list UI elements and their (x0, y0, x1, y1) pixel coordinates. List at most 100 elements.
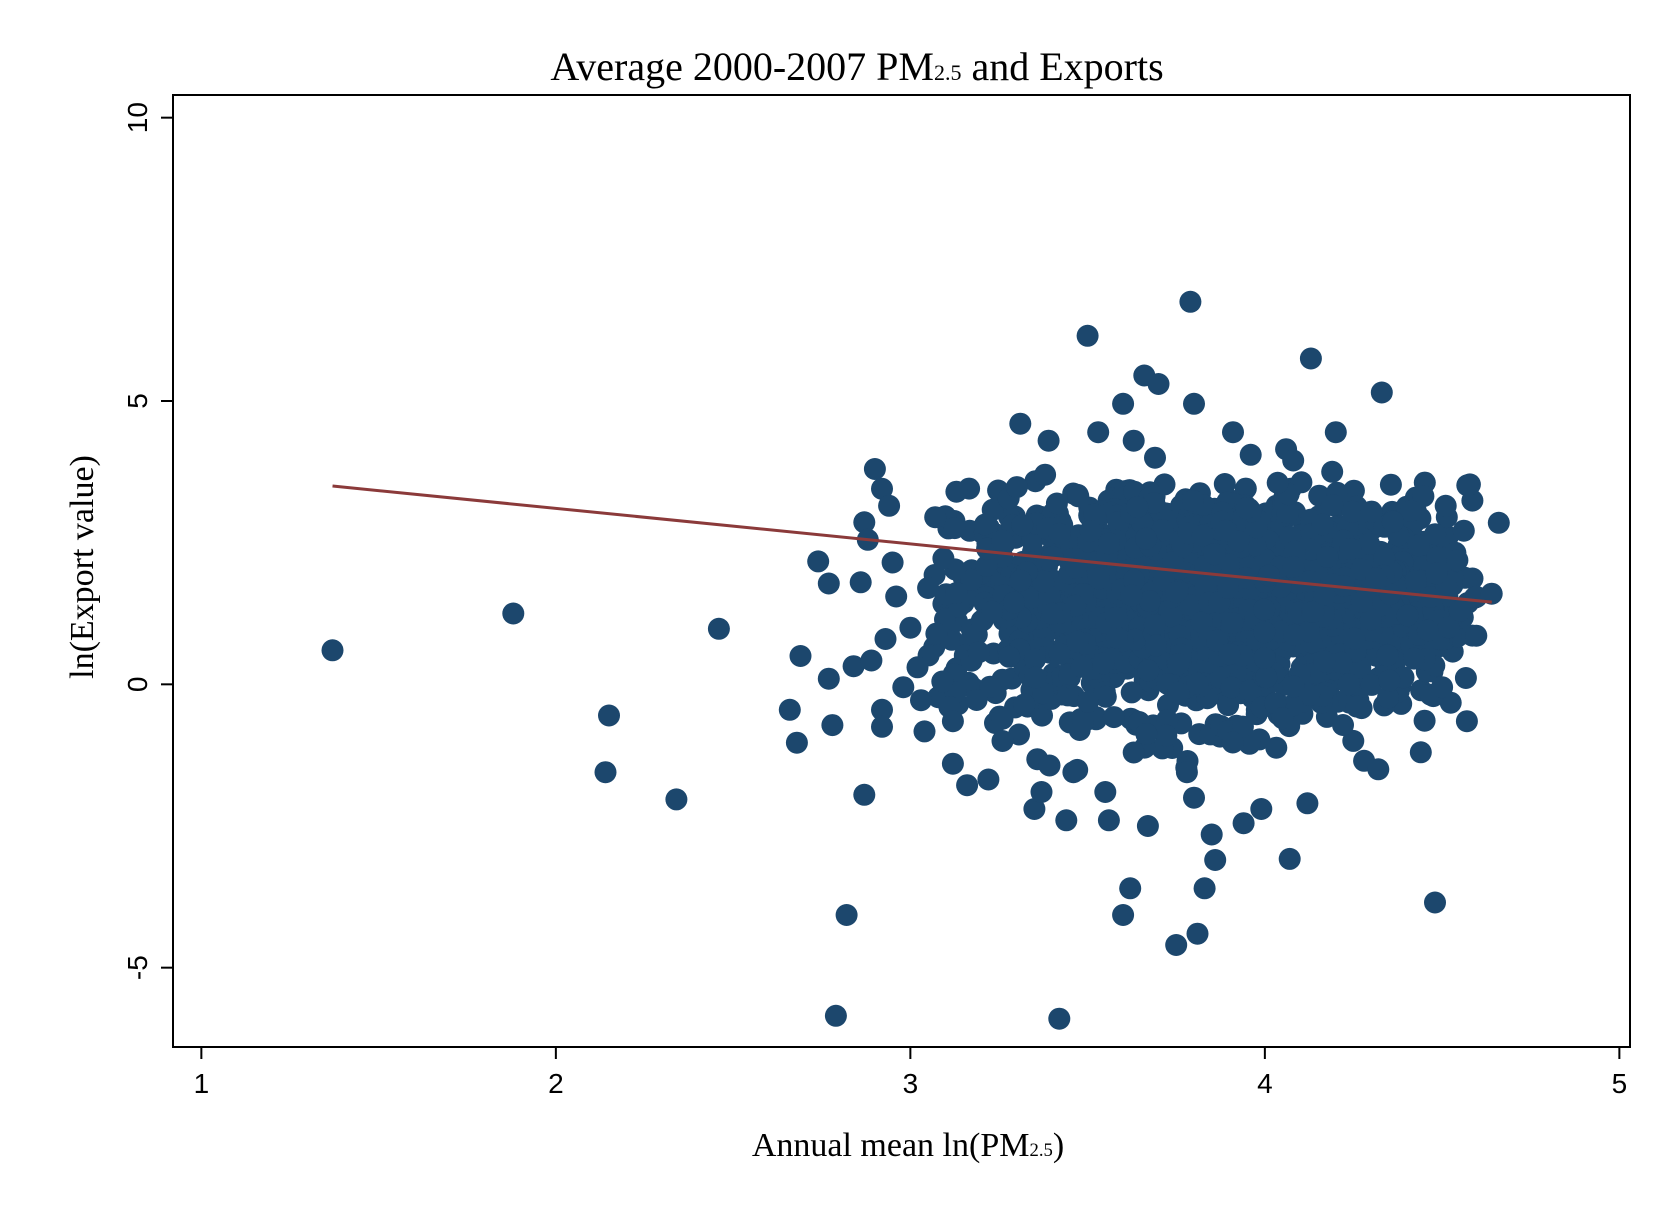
data-point (1048, 1007, 1071, 1030)
chart-title-main: Average 2000-2007 PM (550, 44, 934, 89)
data-point (1282, 555, 1305, 578)
data-point (981, 600, 1003, 623)
data-point (1147, 373, 1170, 395)
data-point (1156, 709, 1179, 731)
data-point (1379, 583, 1402, 606)
data-point (871, 715, 893, 738)
data-point (991, 529, 1014, 552)
data-point (917, 577, 940, 599)
data-point (1136, 815, 1159, 837)
data-point (1360, 500, 1383, 523)
data-point (1448, 599, 1471, 622)
data-point (874, 628, 897, 650)
data-point (1070, 655, 1093, 678)
data-point (1221, 612, 1244, 634)
data-point (1037, 429, 1060, 452)
data-point (1151, 519, 1174, 542)
data-point (1283, 623, 1306, 646)
data-point (1122, 741, 1145, 764)
data-point (1071, 710, 1094, 733)
y-tick-label: 10 (122, 102, 153, 133)
data-point (1454, 667, 1477, 689)
data-point (1048, 642, 1071, 665)
x-tick-label: 3 (903, 1068, 919, 1099)
data-point (1452, 519, 1475, 542)
data-point (1083, 503, 1106, 526)
data-point (899, 616, 922, 639)
x-tick-label: 5 (1612, 1068, 1628, 1099)
data-point (1098, 532, 1120, 555)
data-point (1094, 685, 1117, 708)
data-point (1105, 626, 1128, 649)
data-point (1377, 686, 1399, 709)
data-point (1005, 476, 1028, 499)
data-point (1426, 546, 1449, 569)
y-axis-title: ln(Export value) (64, 455, 101, 679)
data-point (1330, 651, 1353, 674)
chart-title-subscript: 2.5 (934, 60, 962, 85)
data-point (1048, 522, 1071, 545)
data-point (1193, 877, 1216, 900)
data-point (1266, 471, 1289, 494)
x-tick-label: 2 (548, 1068, 564, 1099)
data-point (1250, 798, 1273, 820)
data-point (1378, 669, 1401, 692)
data-point (1179, 594, 1202, 617)
data-point (1013, 693, 1036, 716)
data-point (878, 494, 901, 517)
data-point (785, 731, 808, 754)
data-point (1030, 781, 1053, 803)
data-point (1235, 497, 1258, 520)
data-point (1055, 809, 1078, 832)
fit-line-group (332, 484, 1492, 604)
data-point (932, 547, 955, 570)
data-point (956, 774, 979, 797)
data-point (1162, 551, 1184, 574)
data-point (1379, 473, 1402, 496)
data-point (1076, 324, 1099, 347)
data-point (1024, 648, 1046, 671)
data-point (1404, 569, 1427, 592)
data-point (1409, 741, 1432, 764)
data-point (941, 752, 964, 775)
data-point (1023, 798, 1046, 820)
data-point (1003, 591, 1025, 614)
data-point (1339, 538, 1362, 560)
data-point (835, 904, 858, 926)
data-point (1186, 672, 1209, 695)
data-point (1399, 500, 1422, 522)
data-point (1079, 520, 1102, 543)
data-point (1145, 634, 1167, 657)
data-point (1009, 412, 1032, 435)
data-point (1345, 695, 1368, 718)
data-point (1403, 647, 1425, 670)
data-point (1365, 567, 1388, 590)
data-point (1112, 904, 1135, 926)
data-point (1126, 496, 1149, 519)
data-point (1160, 605, 1183, 628)
data-point (1204, 849, 1227, 871)
data-point (960, 568, 983, 591)
data-point (1194, 575, 1217, 598)
data-point (1437, 616, 1460, 639)
data-point (1253, 621, 1276, 644)
data-point (1067, 485, 1090, 508)
data-point (885, 585, 908, 608)
x-axis: 1 2 3 4 5 (194, 1047, 1628, 1099)
data-point (1370, 381, 1393, 404)
data-point (1341, 500, 1364, 523)
scatter-points (321, 290, 1510, 1030)
data-point (1367, 758, 1390, 781)
data-point (1222, 421, 1244, 444)
data-point (998, 645, 1021, 668)
data-point (1183, 392, 1205, 415)
data-point (1337, 673, 1360, 696)
data-point (979, 675, 1002, 698)
data-point (1203, 543, 1226, 566)
data-point (1217, 694, 1240, 717)
data-point (1324, 421, 1347, 444)
data-point (975, 555, 998, 577)
data-point (1077, 690, 1099, 713)
data-point (1119, 877, 1142, 900)
data-point (863, 458, 886, 480)
